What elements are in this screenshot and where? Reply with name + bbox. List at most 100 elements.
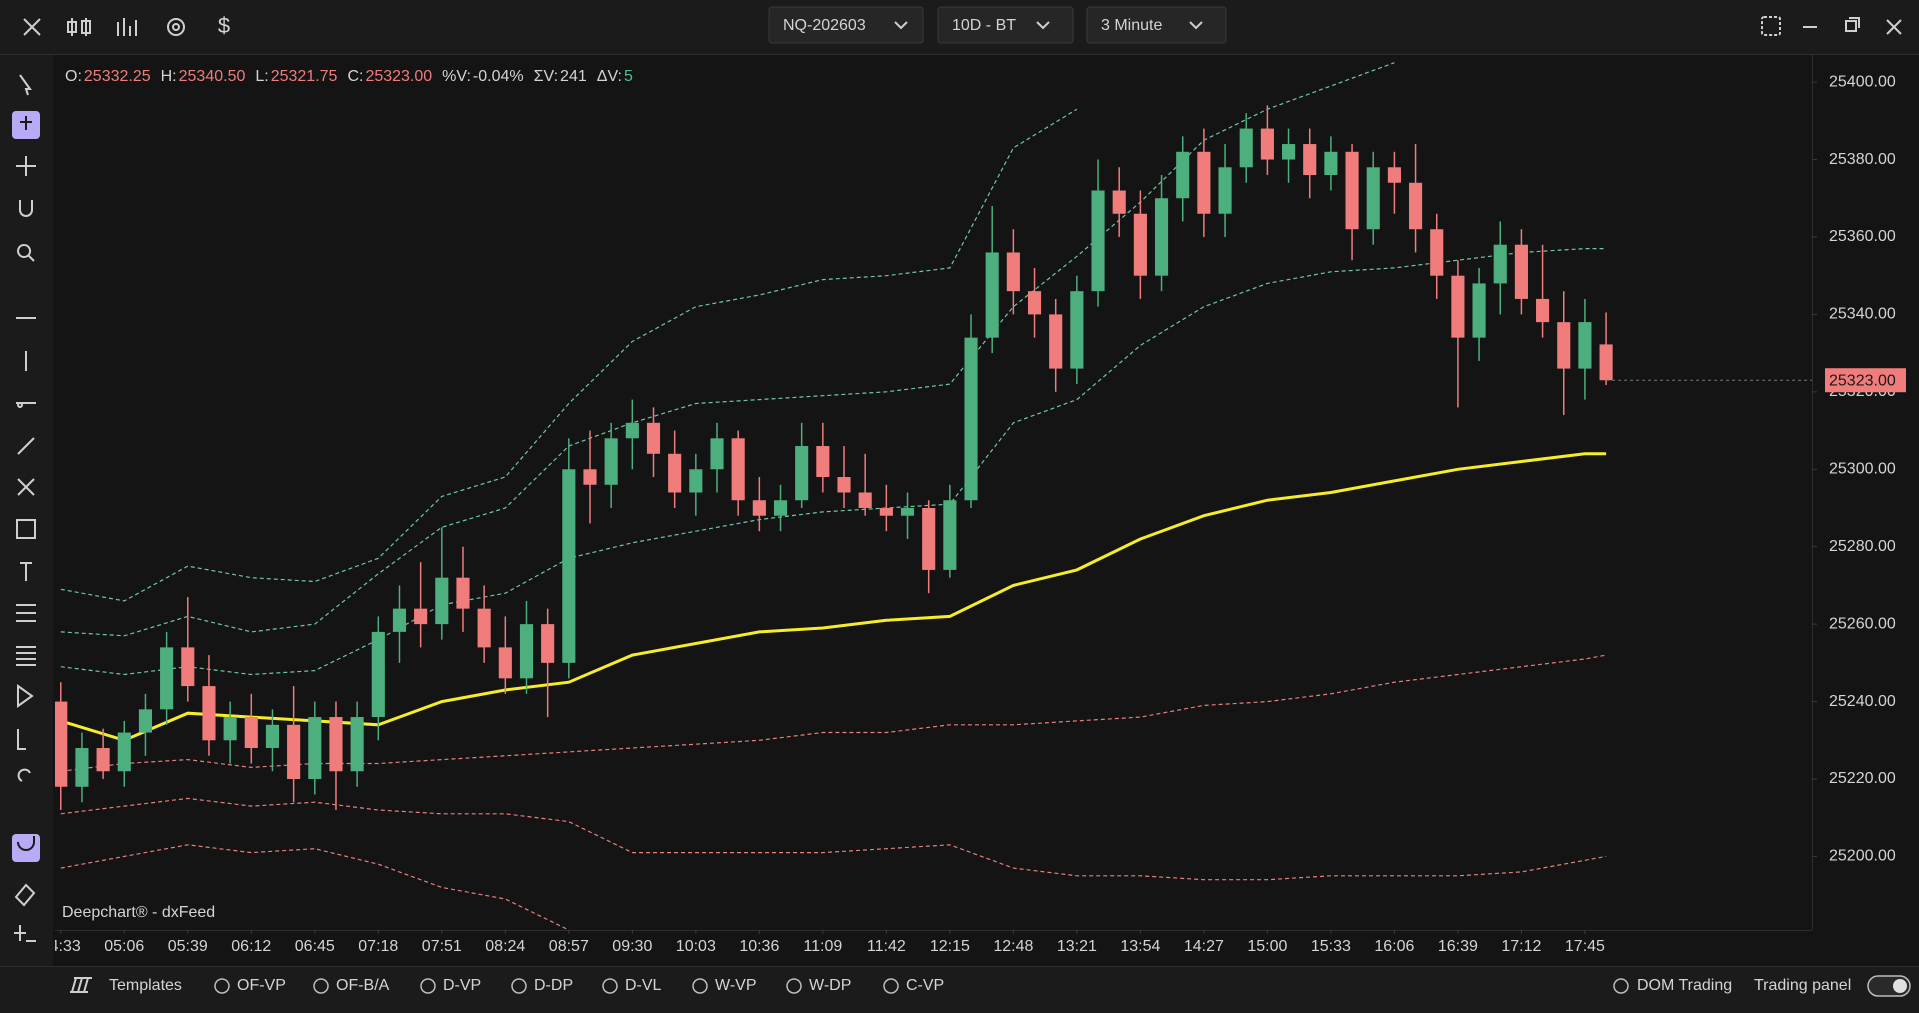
candle-body (1006, 252, 1020, 292)
indicator-label: C-VP (906, 977, 944, 994)
indicator-radio[interactable] (511, 978, 527, 994)
candle-body (1070, 291, 1084, 369)
tool-icon[interactable] (17, 836, 35, 851)
tool-icon[interactable] (16, 604, 36, 622)
info-value: 5 (624, 68, 633, 85)
x-tick-label: 14:27 (1184, 938, 1224, 955)
indicator-radio[interactable] (883, 978, 899, 994)
layout-button[interactable] (1761, 16, 1781, 36)
tool-icon[interactable] (14, 925, 36, 942)
candle-body (1324, 151, 1338, 176)
candle-body (1260, 128, 1274, 160)
candle-body (117, 732, 131, 772)
candle-body (498, 647, 512, 679)
candle-body (1218, 167, 1232, 214)
tool-icon[interactable] (17, 768, 31, 782)
tool-icon[interactable] (16, 156, 36, 176)
tool-icon[interactable] (16, 646, 36, 666)
candle-body (541, 624, 555, 663)
last-price-label: 25323.00 (1829, 372, 1896, 389)
indicator-radio[interactable] (214, 978, 230, 994)
tool-icon[interactable] (19, 200, 33, 217)
candle-body (456, 577, 470, 609)
candle-body (181, 647, 195, 687)
candle-body (795, 446, 809, 501)
currency-button[interactable]: $ (218, 13, 230, 38)
candle-body (1599, 344, 1613, 381)
candle-body (668, 453, 682, 493)
candle-body (583, 469, 597, 485)
tool-icon[interactable] (14, 883, 36, 907)
candle-body (1049, 314, 1063, 369)
candle-body (689, 469, 703, 493)
range-label: 10D - BT (952, 17, 1016, 34)
symbol-dropdown[interactable] (768, 6, 924, 44)
indicators-button[interactable] (117, 18, 137, 36)
indicator-radio[interactable] (786, 978, 802, 994)
indicator-radio[interactable] (420, 978, 436, 994)
interval-label: 3 Minute (1101, 17, 1162, 34)
candle-body (1197, 151, 1211, 214)
x-tick-label: 11:09 (803, 938, 842, 955)
x-tick-label: 12:48 (993, 938, 1033, 955)
toggle-knob (1893, 979, 1907, 993)
price-axis: 25200.00 25220.00 25240.00 25260.00 25280.00… (1812, 73, 1906, 865)
trading-panel-label: Trading panel (1754, 977, 1851, 994)
candle-body (371, 631, 385, 718)
tool-icon[interactable] (17, 478, 35, 496)
tool-icon[interactable] (17, 244, 35, 262)
candle-body (1133, 213, 1147, 276)
candle-body (96, 748, 110, 772)
tool-icon[interactable] (17, 437, 35, 455)
close-button[interactable] (23, 18, 41, 36)
x-tick-label: 17:12 (1501, 938, 1541, 955)
range-dropdown[interactable] (937, 6, 1074, 44)
dropdown-chevron (1189, 21, 1203, 30)
restore-button[interactable] (1845, 17, 1860, 32)
tool-icon[interactable] (20, 562, 32, 581)
candle-body (1472, 283, 1486, 338)
x-tick-label: 08:57 (549, 938, 589, 955)
candle-body (265, 724, 280, 749)
candle-body (1091, 190, 1105, 292)
indicator-label: W-VP (715, 977, 756, 994)
candle-body (392, 608, 407, 632)
x-tick-label: 10:03 (676, 938, 716, 955)
candles-button[interactable] (67, 18, 91, 36)
candle-body (75, 748, 89, 787)
tool-icon[interactable] (16, 519, 36, 539)
vwap-line (60, 452, 1607, 742)
candle-body (731, 438, 745, 501)
x-tick-label: 05:39 (168, 938, 208, 955)
x-tick-label: 07:51 (422, 938, 462, 955)
indicator-label: D-VP (443, 977, 481, 994)
templates-button[interactable]: Templates (109, 977, 182, 994)
info-value: 25332.25 (84, 68, 151, 85)
info-value: 241 (560, 68, 587, 85)
indicator-radio[interactable] (692, 978, 708, 994)
candle-body (858, 492, 872, 508)
interval-dropdown[interactable] (1086, 6, 1227, 44)
y-tick-label: 25360.00 (1829, 228, 1896, 245)
indicator-radio[interactable] (313, 978, 329, 994)
settings-button[interactable] (167, 18, 185, 36)
window-close-button[interactable] (1886, 19, 1902, 35)
candle-body (519, 624, 534, 679)
tool-icon[interactable] (17, 684, 34, 708)
candle-body (1303, 144, 1317, 176)
info-label: ΣV: (534, 68, 558, 85)
indicator-radio[interactable] (602, 978, 618, 994)
time-axis: 04:33 05:06 05:39 06:12 06:45 07:18 07:51 08:24… (41, 930, 1605, 955)
tool-icon[interactable] (19, 74, 32, 96)
x-tick-label: 04:33 (41, 938, 81, 955)
tool-icon[interactable] (20, 116, 32, 130)
candle-body (1281, 144, 1296, 160)
tool-icon[interactable] (16, 402, 36, 408)
dom-radio[interactable] (1613, 978, 1629, 994)
x-tick-label: 07:18 (358, 938, 398, 955)
tool-icon[interactable] (17, 729, 26, 750)
candle-body (816, 446, 830, 478)
band-line (60, 797, 1607, 881)
candle-body (879, 507, 893, 516)
